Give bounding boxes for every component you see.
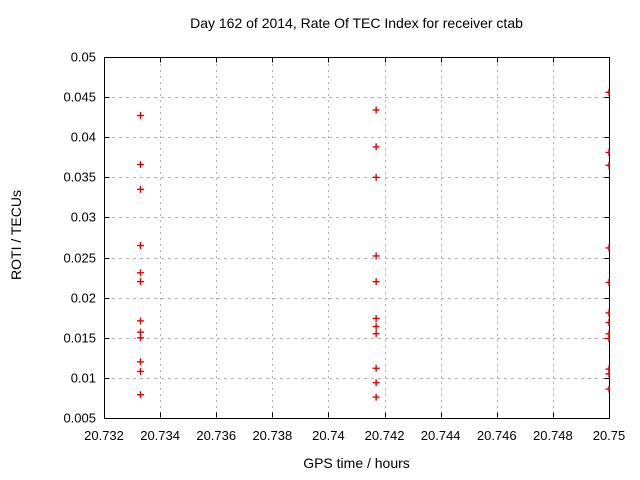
y-tick-label: 0.01: [70, 370, 96, 386]
x-axis-label: GPS time / hours: [303, 455, 410, 471]
plot-area: [104, 57, 610, 419]
x-tick-label: 20.736: [196, 428, 237, 443]
plot-border: [104, 57, 610, 419]
x-tick-label: 20.732: [84, 428, 124, 443]
x-tick-label: 20.734: [140, 428, 180, 443]
y-tick-label: 0.005: [63, 410, 96, 426]
chart-title: Day 162 of 2014, Rate Of TEC Index for r…: [190, 15, 523, 31]
y-tick-label: 0.02: [70, 290, 96, 306]
y-tick-label: 0.035: [63, 169, 96, 185]
x-tick-label: 20.748: [532, 428, 573, 443]
y-tick-label: 0.04: [70, 129, 96, 145]
y-tick-label: 0.05: [70, 49, 96, 65]
x-tick-label: 20.738: [252, 428, 293, 443]
x-tick-label: 20.744: [420, 428, 461, 443]
x-tick-label: 20.74: [312, 428, 345, 443]
x-tick-label: 20.742: [364, 428, 405, 443]
x-tick-label: 20.746: [476, 428, 517, 443]
y-tick-label: 0.015: [63, 330, 96, 346]
x-tick-label: 20.75: [592, 428, 626, 443]
y-tick-label: 0.045: [63, 89, 96, 105]
